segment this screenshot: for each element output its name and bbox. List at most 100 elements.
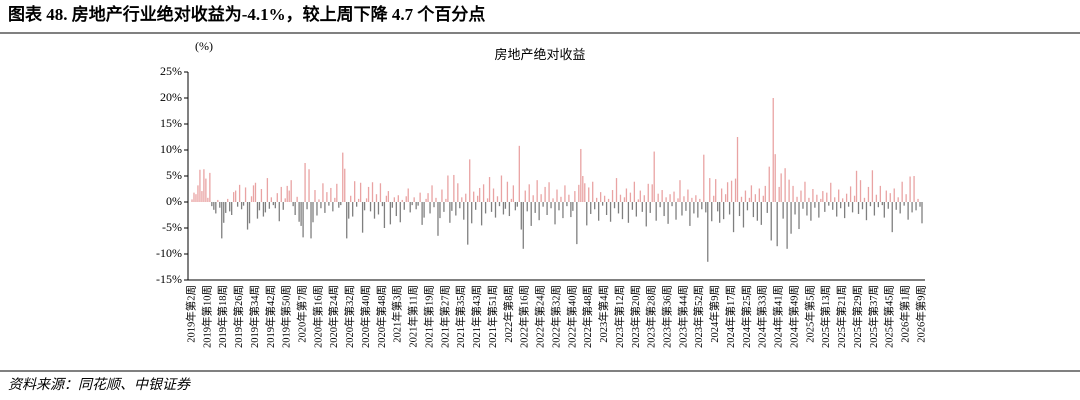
bar	[286, 185, 288, 202]
x-tick-label: 2020年第24周	[327, 285, 340, 348]
bar	[227, 198, 229, 202]
bar	[477, 195, 479, 202]
bar	[330, 187, 332, 202]
bar	[802, 202, 804, 209]
bar	[917, 198, 919, 202]
bar	[828, 202, 830, 206]
bar	[913, 176, 915, 202]
bar	[560, 196, 562, 202]
bar	[280, 186, 282, 202]
bar	[719, 202, 721, 223]
bar	[728, 202, 731, 215]
bar	[816, 194, 818, 202]
bar	[318, 199, 320, 202]
x-tick-label: 2022年第48周	[581, 285, 594, 348]
bar	[445, 198, 447, 202]
bar	[748, 197, 751, 202]
bar	[859, 180, 862, 202]
bar	[752, 202, 755, 218]
bar	[379, 183, 382, 202]
x-tick-label: 2023年第12周	[613, 285, 626, 348]
x-tick-label: 2020年第7周	[295, 285, 308, 343]
bar	[843, 202, 846, 219]
bar	[199, 169, 201, 202]
bar	[564, 185, 566, 202]
bar	[877, 202, 880, 208]
bar	[768, 166, 770, 202]
bar	[903, 202, 905, 206]
y-tick-label: 20%	[160, 90, 182, 104]
bar	[310, 202, 312, 239]
bar	[897, 197, 899, 202]
bar	[250, 196, 253, 202]
bar	[453, 174, 455, 202]
bar	[901, 181, 903, 202]
bar	[433, 202, 435, 208]
y-tick-label: 25%	[160, 64, 182, 78]
bar	[840, 202, 842, 209]
bar	[348, 202, 350, 219]
bar	[921, 202, 923, 224]
bar	[260, 189, 263, 202]
bar	[574, 191, 576, 202]
bar	[254, 182, 257, 202]
bar	[705, 202, 707, 213]
bar	[683, 196, 685, 202]
bar	[512, 185, 515, 202]
x-tick-label: 2019年第2周	[184, 285, 197, 343]
bar	[697, 202, 699, 218]
x-tick-label: 2025年第5周	[803, 285, 816, 343]
bar	[754, 194, 757, 202]
y-tick-label: 15%	[160, 116, 182, 130]
bar	[770, 202, 772, 241]
bar	[808, 197, 810, 202]
bar	[822, 191, 824, 202]
bar	[586, 202, 588, 226]
bar	[437, 202, 439, 236]
bar	[738, 202, 741, 217]
bar	[234, 190, 237, 202]
bar	[296, 196, 298, 202]
bar	[659, 202, 661, 208]
bar	[201, 191, 203, 202]
bar	[889, 193, 891, 202]
bar	[373, 202, 376, 219]
bar	[215, 202, 217, 214]
bar	[352, 202, 354, 217]
x-tick-label: 2025年第21周	[835, 285, 848, 348]
bar	[538, 202, 540, 221]
bar	[788, 179, 790, 202]
bar	[657, 193, 659, 202]
bar	[441, 189, 443, 202]
bar	[845, 193, 848, 202]
bar	[203, 169, 205, 202]
bar	[720, 188, 723, 202]
bar	[500, 175, 503, 202]
bar	[744, 190, 747, 202]
bar	[510, 198, 513, 202]
bar	[465, 193, 467, 202]
bar	[233, 192, 235, 202]
bar	[242, 202, 245, 206]
bar	[675, 202, 677, 220]
bar	[693, 202, 695, 214]
bar	[219, 202, 221, 208]
x-tick-label: 2023年第44周	[676, 285, 689, 348]
bar	[784, 168, 786, 202]
bar	[824, 202, 826, 212]
bar	[885, 190, 887, 202]
bar	[484, 202, 487, 214]
bar	[516, 202, 518, 207]
bar	[417, 202, 419, 206]
x-tick-label: 2019年第26周	[232, 285, 245, 348]
x-tick-label: 2022年第24周	[534, 285, 547, 348]
bar	[486, 198, 489, 202]
x-tick-label: 2024年第33周	[756, 285, 769, 348]
bar	[552, 198, 554, 202]
bar	[883, 202, 885, 218]
bar	[292, 202, 294, 207]
x-tick-label: 2024年第49周	[787, 285, 800, 348]
bar	[736, 137, 739, 202]
bar	[431, 185, 433, 202]
x-tick-label: 2019年第18周	[216, 285, 229, 348]
